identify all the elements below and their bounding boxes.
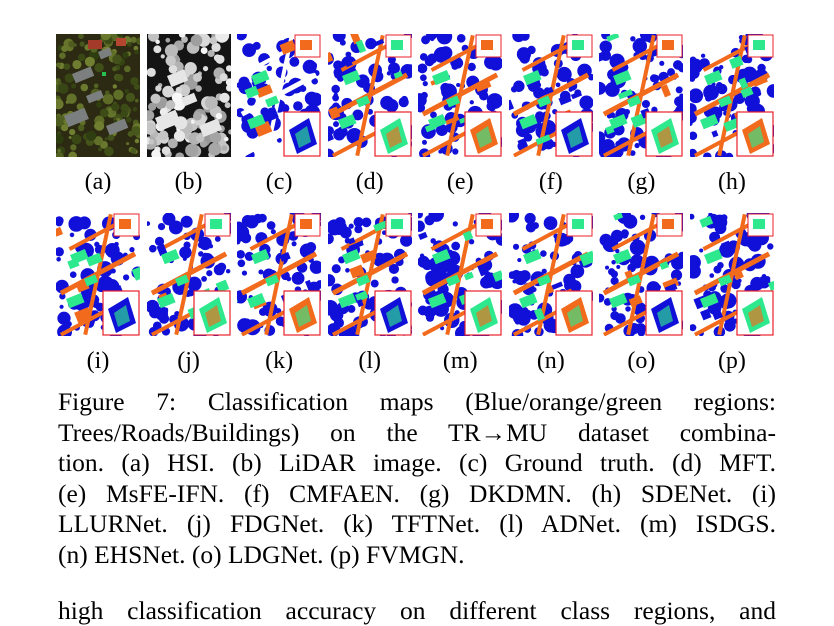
panel: (m) — [418, 213, 502, 375]
panel: (p) — [690, 213, 774, 375]
panel-label: (d) — [356, 168, 384, 196]
panel: (g) — [599, 34, 683, 196]
panel: (c) — [237, 34, 321, 196]
panel: (k) — [237, 213, 321, 375]
panel-image — [690, 213, 774, 336]
panel-image — [147, 34, 231, 157]
panel: (f) — [509, 34, 593, 196]
body-text-partial-line: high classification accuracy on differen… — [58, 596, 776, 626]
panel: (l) — [328, 213, 412, 375]
panel: (a) — [56, 34, 140, 196]
panel: (h) — [690, 34, 774, 196]
figure-row-2: (i) (j) (k) (l) (m) (n) (o) (p) — [56, 213, 774, 375]
panel-label: (m) — [443, 347, 478, 375]
panel-image — [237, 213, 321, 336]
caption-line: (n) EHSNet. (o) LDGNet. (p) FVMGN. — [58, 540, 776, 571]
figure-row-1: (a) (b) (c) (d) (e) (f) (g) (h) — [56, 34, 774, 196]
panel-image — [509, 34, 593, 157]
panel-label: (k) — [265, 347, 293, 375]
panel-image — [328, 34, 412, 157]
panel-label: (f) — [539, 168, 563, 196]
panel-label: (b) — [175, 168, 203, 196]
panel: (e) — [418, 34, 502, 196]
panel-label: (g) — [627, 168, 655, 196]
panel-image — [599, 34, 683, 157]
caption-line: tion. (a) HSI. (b) LiDAR image. (c) Grou… — [58, 448, 776, 479]
panel-label: (j) — [177, 347, 200, 375]
panel-label: (c) — [266, 168, 293, 196]
panel-label: (o) — [627, 347, 655, 375]
panel-image — [56, 34, 140, 157]
panel-image — [237, 34, 321, 157]
panel-label: (p) — [718, 347, 746, 375]
panel-image — [418, 34, 502, 157]
panel-label: (n) — [537, 347, 565, 375]
panel-image — [418, 213, 502, 336]
panel-label: (l) — [358, 347, 381, 375]
panel-image — [328, 213, 412, 336]
panel-label: (h) — [718, 168, 746, 196]
figure-caption: Figure 7: Classification maps (Blue/oran… — [58, 387, 776, 570]
caption-line: LLURNet. (j) FDGNet. (k) TFTNet. (l) ADN… — [58, 509, 776, 540]
caption-line: Trees/Roads/Buildings) on the TR→MU data… — [58, 418, 776, 449]
panel-image — [147, 213, 231, 336]
caption-line: (e) MsFE-IFN. (f) CMFAEN. (g) DKDMN. (h)… — [58, 479, 776, 510]
panel-image — [56, 213, 140, 336]
panel: (i) — [56, 213, 140, 375]
caption-line: Figure 7: Classification maps (Blue/oran… — [58, 387, 776, 418]
panel: (j) — [147, 213, 231, 375]
panel-image — [690, 34, 774, 157]
panel: (d) — [328, 34, 412, 196]
panel: (n) — [509, 213, 593, 375]
panel-label: (a) — [85, 168, 112, 196]
panel: (b) — [147, 34, 231, 196]
panel-label: (e) — [447, 168, 474, 196]
panel-label: (i) — [87, 347, 110, 375]
panel-image — [599, 213, 683, 336]
panel: (o) — [599, 213, 683, 375]
panel-image — [509, 213, 593, 336]
